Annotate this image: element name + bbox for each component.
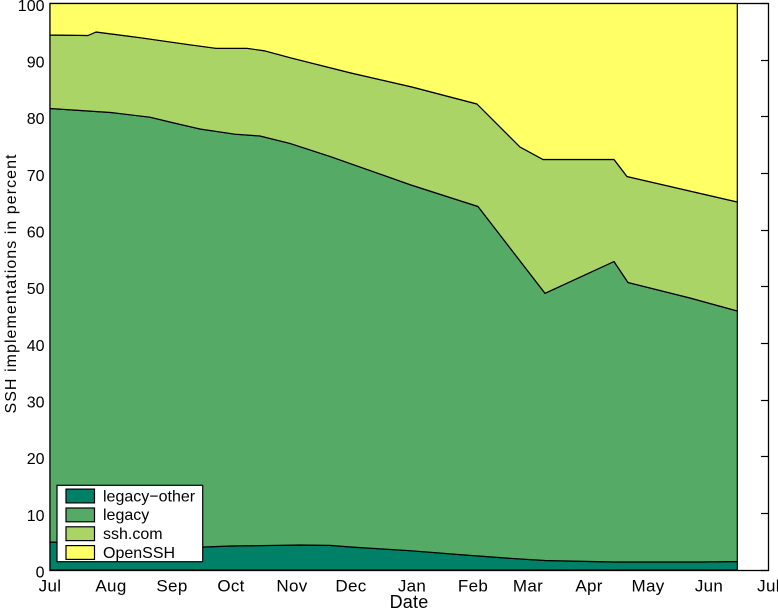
svg-text:Feb: Feb — [458, 577, 488, 596]
svg-text:legacy: legacy — [103, 507, 149, 524]
svg-text:90: 90 — [27, 55, 45, 72]
svg-text:20: 20 — [27, 451, 45, 468]
svg-text:70: 70 — [27, 168, 45, 185]
svg-text:30: 30 — [27, 394, 45, 411]
svg-text:50: 50 — [27, 281, 45, 298]
svg-text:May: May — [631, 577, 664, 596]
svg-text:0: 0 — [36, 564, 45, 581]
svg-text:40: 40 — [27, 338, 45, 355]
svg-text:OpenSSH: OpenSSH — [103, 545, 175, 562]
svg-text:Nov: Nov — [276, 577, 307, 596]
svg-text:Jul: Jul — [757, 577, 778, 596]
svg-text:Jul: Jul — [39, 577, 62, 596]
svg-text:Jan: Jan — [398, 577, 426, 596]
svg-text:100: 100 — [18, 0, 45, 15]
svg-text:SSH implementations in percent: SSH implementations in percent — [3, 153, 20, 413]
svg-text:Dec: Dec — [335, 577, 366, 596]
svg-text:Mar: Mar — [513, 577, 543, 596]
svg-text:10: 10 — [27, 508, 45, 525]
svg-text:60: 60 — [27, 225, 45, 242]
svg-text:Aug: Aug — [95, 577, 126, 596]
svg-text:Date: Date — [390, 592, 429, 610]
svg-text:Jun: Jun — [695, 577, 723, 596]
svg-text:Apr: Apr — [575, 577, 602, 596]
svg-text:Sep: Sep — [156, 577, 187, 596]
svg-text:legacy−other: legacy−other — [103, 488, 196, 505]
svg-text:Oct: Oct — [217, 577, 244, 596]
svg-text:ssh.com: ssh.com — [103, 526, 163, 543]
svg-text:80: 80 — [27, 111, 45, 128]
